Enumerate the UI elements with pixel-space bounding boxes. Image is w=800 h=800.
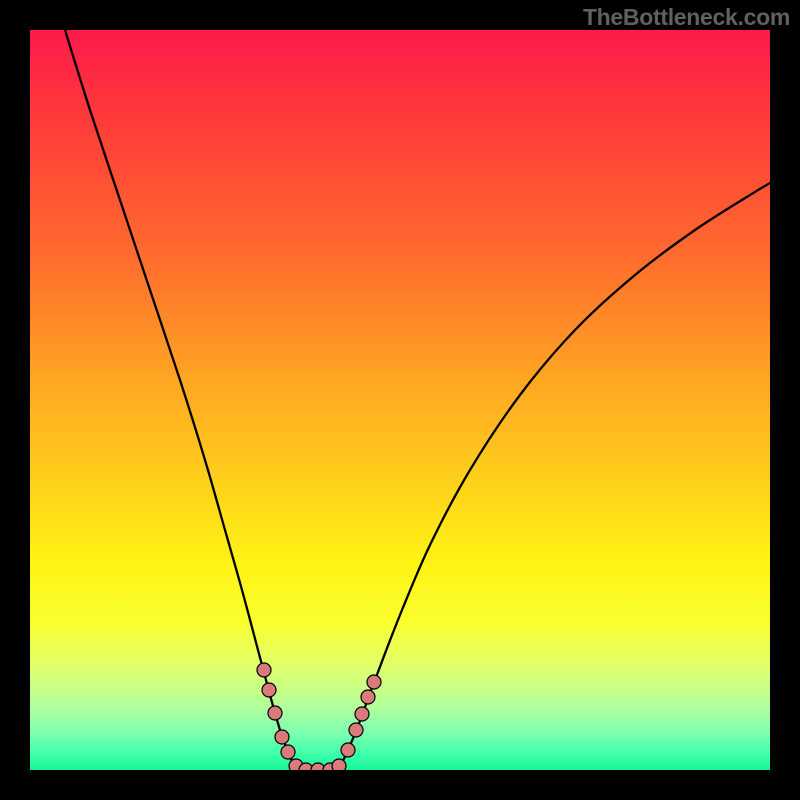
gradient-background: [30, 30, 770, 770]
plot-area: [30, 30, 770, 770]
dip-marker: [367, 675, 381, 689]
chart-frame: TheBottleneck.com: [0, 0, 800, 800]
dip-marker: [275, 730, 289, 744]
bottleneck-curve-chart: [30, 30, 770, 770]
watermark-text: TheBottleneck.com: [583, 4, 790, 31]
dip-marker: [257, 663, 271, 677]
dip-marker: [332, 759, 346, 770]
dip-marker: [281, 745, 295, 759]
dip-marker: [361, 690, 375, 704]
dip-marker: [355, 707, 369, 721]
dip-marker: [262, 683, 276, 697]
dip-marker: [349, 723, 363, 737]
dip-marker: [268, 706, 282, 720]
dip-marker: [341, 743, 355, 757]
